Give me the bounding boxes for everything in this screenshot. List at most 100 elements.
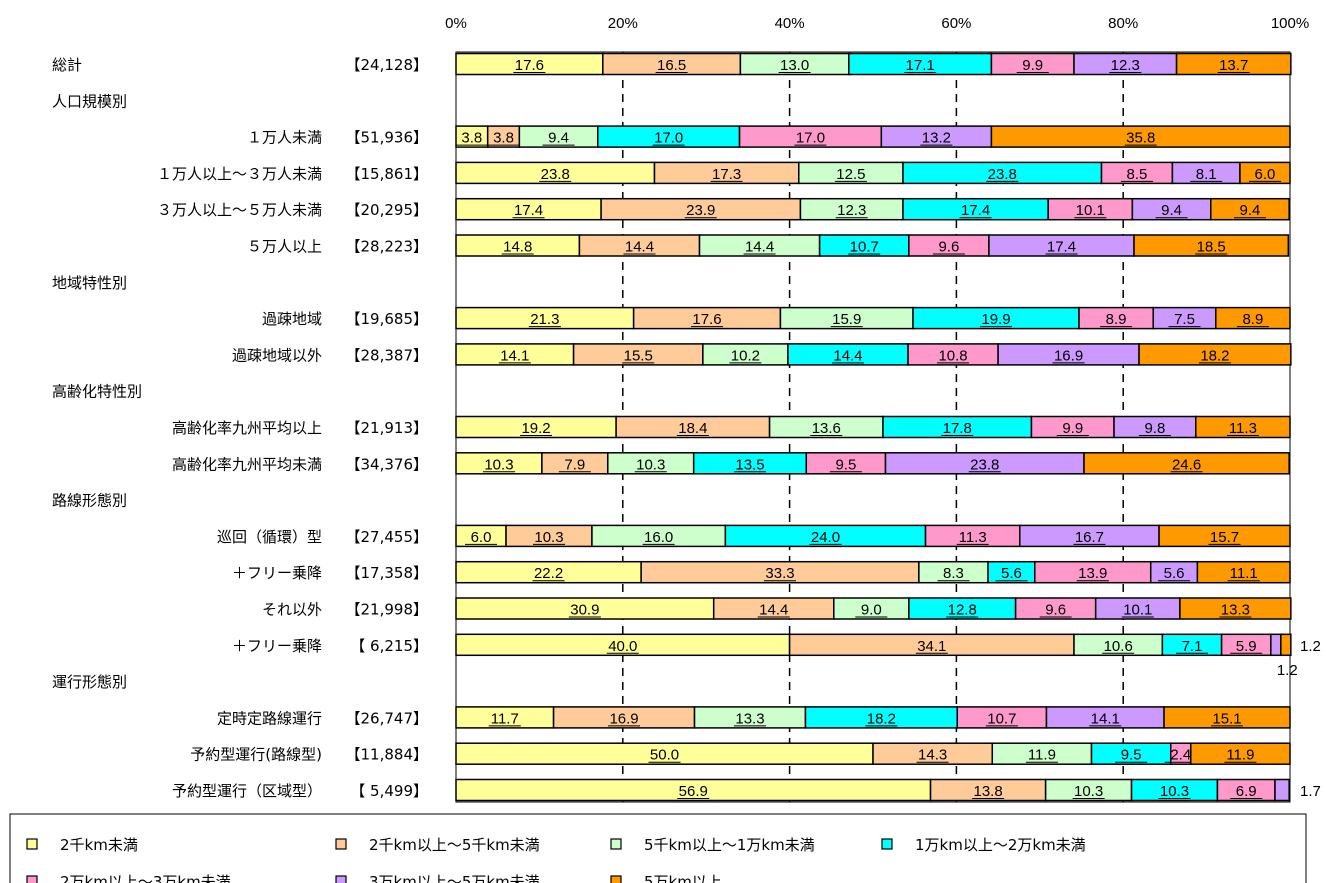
bar-segment (1133, 234, 1290, 257)
x-axis: 0% 20% 40% 60% 80% 100% (445, 15, 1309, 32)
bar-segment (1163, 706, 1291, 729)
row-count: 【11,884】 (346, 746, 429, 764)
data-label: 11.7 (491, 710, 519, 727)
data-label: 8.9 (1106, 311, 1127, 328)
data-label: 10.6 (1104, 638, 1133, 655)
data-label: 7.9 (564, 456, 585, 473)
data-label: 13.2 (922, 130, 951, 147)
legend-box (9, 813, 1307, 883)
legend-swatch (335, 838, 347, 850)
data-label: 18.5 (1197, 239, 1226, 256)
row-count: 【 6,215】 (350, 637, 428, 655)
data-label: 10.3 (1074, 783, 1103, 800)
data-label: 1.2 (1277, 662, 1298, 679)
data-label: 19.2 (521, 420, 550, 437)
row-count: 【21,913】 (346, 419, 429, 437)
data-label: 9.6 (938, 239, 959, 256)
row-label: 過疎地域以外 (232, 346, 322, 364)
legend-label: 2万km以上～3万km未満 (60, 873, 231, 883)
data-label: 8.5 (1127, 166, 1148, 183)
data-label: 14.1 (1091, 710, 1120, 727)
group-header: 運行形態別 (52, 673, 127, 691)
data-label: 14.1 (500, 347, 529, 364)
data-label: 2.4 (1170, 747, 1191, 764)
row-label: 過疎地域 (262, 310, 322, 328)
data-label: 14.4 (625, 239, 654, 256)
data-label: 17.0 (654, 130, 683, 147)
data-label: 9.4 (1161, 202, 1182, 219)
row-label: 予約型運行(路線型) (190, 746, 322, 764)
data-label: 23.9 (686, 202, 715, 219)
row-label: 高齢化率九州平均未満 (172, 455, 322, 473)
data-label: 15.9 (832, 311, 861, 328)
data-label: 18.2 (867, 710, 896, 727)
legend-swatch (26, 838, 38, 850)
data-label: 18.4 (678, 420, 707, 437)
data-label: 9.4 (548, 130, 569, 147)
row-count: 【34,376】 (346, 455, 429, 473)
legend-swatch (335, 875, 347, 883)
data-label: 33.3 (765, 565, 794, 582)
data-label: 22.2 (534, 565, 563, 582)
data-label: 12.8 (948, 602, 977, 619)
data-label: 13.9 (1078, 565, 1107, 582)
row-label: 巡回（循環）型 (217, 528, 322, 546)
data-label: 16.0 (644, 529, 673, 546)
data-label: 5.6 (1001, 565, 1022, 582)
data-label: 24.6 (1172, 456, 1201, 473)
legend-swatch (610, 875, 622, 883)
data-label: 17.4 (514, 202, 543, 219)
legend-label: 5万km以上 (644, 873, 722, 883)
data-label: 13.6 (812, 420, 841, 437)
data-label: 11.3 (1229, 420, 1257, 437)
bars: 17.6 16.5 13.0 17.1 9.9 12.3 13.7 3.8 3.8 9.4 17.0… (455, 52, 1321, 802)
data-label: 10.3 (636, 456, 665, 473)
legend-label: 1万km以上～2万km未満 (915, 836, 1086, 854)
data-label: 8.3 (943, 565, 964, 582)
data-label: 9.5 (1121, 747, 1142, 764)
data-label: 14.4 (833, 347, 862, 364)
bar-segment (1280, 633, 1292, 657)
legend-label: 5千km以上～1万km未満 (644, 836, 815, 854)
data-label: 7.5 (1174, 311, 1195, 328)
row-label: ＋フリー乗降 (232, 564, 322, 582)
row-count: 【28,387】 (346, 346, 429, 364)
bar-segment (1274, 778, 1290, 802)
data-label: 56.9 (679, 783, 708, 800)
legend-label: 3万km以上～5万km未満 (369, 873, 540, 883)
row-count: 【28,223】 (346, 238, 429, 256)
data-label: 15.7 (1210, 529, 1239, 546)
row-count: 【51,936】 (346, 129, 429, 147)
data-label: 11.1 (1230, 565, 1258, 582)
data-label: 16.9 (609, 710, 638, 727)
data-label: 10.3 (484, 456, 513, 473)
data-label: 13.8 (973, 783, 1002, 800)
row-count: 【24,128】 (346, 56, 429, 74)
data-label: 9.0 (861, 602, 882, 619)
bar-segment (1195, 415, 1291, 439)
data-label: 34.1 (917, 638, 946, 655)
group-header: 地域特性別 (52, 274, 127, 292)
row-label: 予約型運行（区域型） (172, 782, 322, 800)
data-label: 13.3 (1221, 602, 1250, 619)
data-label: 11.3 (959, 529, 987, 546)
data-label: 9.9 (1062, 420, 1083, 437)
row-count: 【15,861】 (346, 165, 429, 183)
row-count: 【17,358】 (346, 564, 429, 582)
data-label: 17.3 (712, 166, 741, 183)
legend-swatch (881, 838, 893, 850)
legend-label: 2千km以上～5千km未満 (369, 836, 540, 854)
data-label: 9.5 (835, 456, 856, 473)
row-label: 定時定路線運行 (217, 709, 322, 727)
data-label: 12.3 (1111, 57, 1140, 74)
data-label: 13.5 (735, 456, 764, 473)
bar-segment (1196, 560, 1291, 584)
group-header: 高齢化特性別 (52, 383, 142, 401)
data-label: 23.8 (988, 166, 1017, 183)
row-label: ３万人以上～５万人未満 (157, 201, 322, 219)
data-label: 40.0 (608, 638, 637, 655)
bar-segment (1270, 633, 1282, 657)
data-label: 30.9 (570, 602, 599, 619)
data-label: 9.8 (1144, 420, 1165, 437)
row-count: 【19,685】 (346, 310, 429, 328)
